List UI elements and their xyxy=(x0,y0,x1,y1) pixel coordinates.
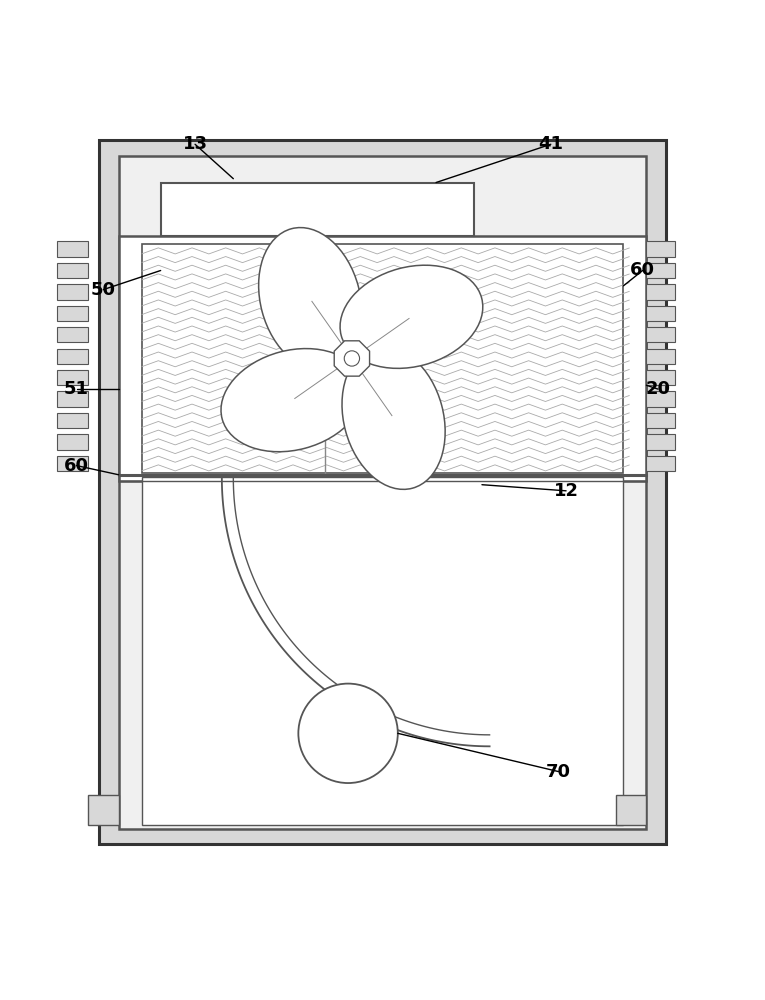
Bar xyxy=(57,263,88,278)
Bar xyxy=(57,306,88,321)
Text: 60: 60 xyxy=(630,261,655,279)
Bar xyxy=(57,241,88,257)
Bar xyxy=(646,391,675,407)
Bar xyxy=(57,456,88,471)
Bar xyxy=(57,370,88,385)
Bar xyxy=(57,349,88,364)
Bar xyxy=(161,183,474,236)
Bar xyxy=(57,413,88,428)
Bar xyxy=(57,391,88,407)
Text: 60: 60 xyxy=(64,457,89,475)
Circle shape xyxy=(298,684,398,783)
Ellipse shape xyxy=(342,347,445,489)
Bar xyxy=(88,795,119,825)
Text: 70: 70 xyxy=(546,763,571,781)
Bar xyxy=(616,795,646,825)
Bar xyxy=(57,434,88,450)
Bar xyxy=(99,140,666,844)
Text: 12: 12 xyxy=(554,482,578,500)
Bar xyxy=(646,434,675,450)
Bar xyxy=(646,327,675,342)
Bar xyxy=(142,477,623,825)
Text: 20: 20 xyxy=(646,380,670,398)
Ellipse shape xyxy=(259,228,362,370)
Text: 51: 51 xyxy=(64,380,89,398)
Circle shape xyxy=(344,351,360,366)
Bar xyxy=(646,413,675,428)
Bar xyxy=(119,156,646,829)
Text: 41: 41 xyxy=(539,135,563,153)
Bar xyxy=(646,263,675,278)
Bar xyxy=(646,456,675,471)
Bar xyxy=(646,241,675,257)
Ellipse shape xyxy=(340,265,483,368)
Ellipse shape xyxy=(221,349,363,452)
Bar xyxy=(57,284,88,300)
Bar xyxy=(646,349,675,364)
Bar xyxy=(57,327,88,342)
Bar xyxy=(646,306,675,321)
Bar xyxy=(142,244,623,473)
Polygon shape xyxy=(334,341,369,376)
Text: 50: 50 xyxy=(91,281,116,299)
Bar xyxy=(646,370,675,385)
Text: 13: 13 xyxy=(183,135,207,153)
Bar xyxy=(646,284,675,300)
Bar xyxy=(119,236,646,481)
